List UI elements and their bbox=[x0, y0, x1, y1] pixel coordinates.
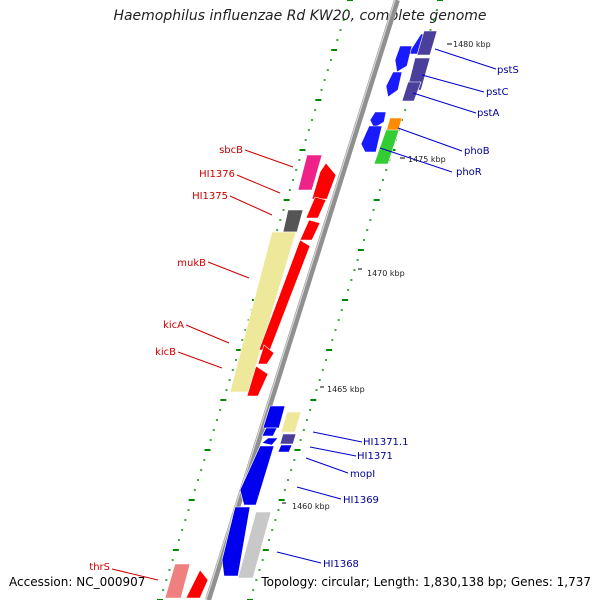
genome-backbone bbox=[205, 0, 400, 600]
kbp-markers: 1480 kbp 1475 kbp 1470 kbp 1465 kbp 1460… bbox=[282, 40, 491, 511]
kbp-label-1460: 1460 kbp bbox=[292, 502, 330, 511]
genome-backbone-highlight bbox=[205, 0, 396, 600]
gene-label-mopI[interactable]: mopI bbox=[350, 469, 375, 480]
topology-text: Topology: circular; Length: 1,830,138 bp… bbox=[261, 575, 591, 589]
gene-label-phoR[interactable]: phoR bbox=[456, 167, 482, 178]
gene-features bbox=[164, 30, 438, 599]
gene-label-phoB[interactable]: phoB bbox=[464, 146, 490, 157]
gene-pstS-box bbox=[416, 30, 438, 56]
gene-mopI-feature bbox=[261, 437, 279, 446]
tick-track bbox=[157, 0, 443, 600]
gene-label-mukB[interactable]: mukB bbox=[177, 258, 206, 269]
gene-HI1375-red bbox=[299, 219, 321, 241]
gene-mukB-yellow bbox=[229, 231, 297, 393]
gene-label-pstA[interactable]: pstA bbox=[477, 108, 499, 119]
gene-thrS-pink bbox=[164, 563, 191, 599]
gene-HI1371-feature bbox=[279, 433, 297, 445]
gene-phoB-feature2 bbox=[360, 125, 383, 153]
kbp-label-1465: 1465 kbp bbox=[327, 385, 365, 394]
gene-HI1368-gray bbox=[237, 511, 272, 579]
gene-label-kicB[interactable]: kicB bbox=[155, 347, 176, 358]
gene-label-thrS[interactable]: thrS bbox=[89, 562, 110, 573]
gene-label-HI1368[interactable]: HI1368 bbox=[323, 559, 359, 570]
gene-pstA-feature bbox=[385, 71, 403, 98]
gene-kicA-red bbox=[257, 344, 275, 365]
gene-mopI2-feature bbox=[277, 444, 293, 453]
gene-HI1376-feature bbox=[305, 196, 327, 219]
gene-label-HI1376[interactable]: HI1376 bbox=[199, 169, 235, 180]
gene-phoB-feature bbox=[369, 111, 387, 129]
gene-pstA-box bbox=[401, 81, 422, 102]
kbp-label-1480: 1480 kbp bbox=[453, 40, 491, 49]
accession-text: Accession: NC_000907 bbox=[9, 575, 146, 589]
gene-label-HI1375[interactable]: HI1375 bbox=[192, 191, 228, 202]
gene-thrS-red bbox=[185, 569, 209, 599]
gene-kicB-red bbox=[246, 365, 269, 397]
gene-label-pstS[interactable]: pstS bbox=[497, 65, 519, 76]
gene-label-pstC[interactable]: pstC bbox=[486, 87, 508, 98]
gene-label-HI1369[interactable]: HI1369 bbox=[343, 495, 379, 506]
gene-phoR-green bbox=[373, 129, 400, 165]
callout-lines bbox=[111, 48, 497, 581]
gene-sbcB-feature bbox=[297, 154, 323, 191]
gene-HI1368-blue bbox=[221, 506, 251, 577]
gene-HI1369-feature bbox=[239, 445, 275, 506]
gene-label-kicA[interactable]: kicA bbox=[163, 320, 184, 331]
gene-HI1371.1-yellow bbox=[280, 411, 302, 433]
gene-label-HI1371.1[interactable]: HI1371.1 bbox=[363, 437, 408, 448]
gene-pstC-feature bbox=[394, 45, 413, 73]
gene-HI1371.1-blue bbox=[262, 405, 286, 429]
gene-HI1371-small bbox=[261, 427, 278, 437]
kbp-label-1475: 1475 kbp bbox=[408, 155, 446, 164]
gene-label-HI1371[interactable]: HI1371 bbox=[357, 451, 393, 462]
kbp-label-1470: 1470 kbp bbox=[367, 269, 405, 278]
gene-HI1375-gray bbox=[282, 209, 304, 233]
gene-label-sbcB[interactable]: sbcB bbox=[219, 145, 243, 156]
gene-labels: pstS pstC pstA phoB phoR sbcB HI1376 HI1… bbox=[89, 65, 519, 573]
